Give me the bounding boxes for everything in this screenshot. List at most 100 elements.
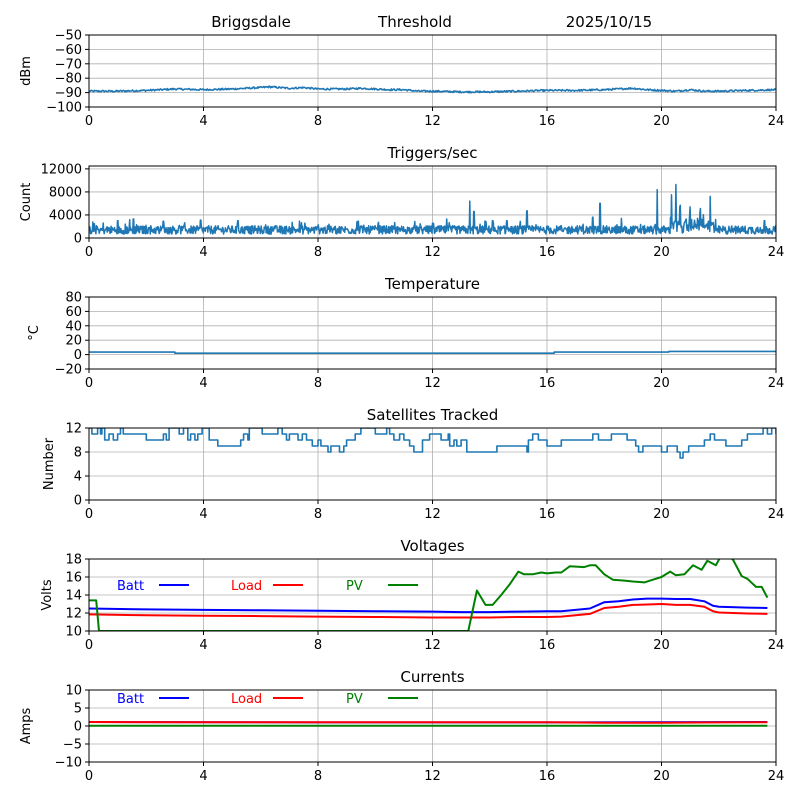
y-axis-label: Number	[42, 437, 57, 490]
header-mode: Threshold	[377, 13, 452, 31]
x-tick-label: 8	[314, 507, 322, 522]
panel-voltages: 0 4 8 12 16 20 24 10 12 14 16 18 Voltages Volts Batt Lo…	[40, 537, 784, 653]
y-tick-label: 0	[74, 348, 82, 363]
series-line-load	[89, 603, 768, 619]
panel-title: Satellites Tracked	[367, 406, 498, 424]
x-tick-label: 8	[314, 114, 322, 129]
y-tick-label: 16	[65, 571, 82, 586]
y-tick-label: −80	[55, 72, 82, 87]
x-tick-label: 16	[539, 507, 556, 522]
x-tick-label: 0	[85, 114, 93, 129]
x-tick-label: 4	[199, 376, 207, 391]
x-tick-label: 12	[424, 245, 441, 260]
x-tick-label: 24	[768, 507, 785, 522]
y-tick-label: −60	[55, 43, 82, 58]
panel-title: Voltages	[400, 537, 464, 555]
x-tick-label: 8	[314, 376, 322, 391]
x-tick-label: 16	[539, 245, 556, 260]
y-tick-label: 18	[65, 553, 82, 568]
x-tick-label: 16	[539, 769, 556, 784]
series-line-satellites	[89, 428, 776, 459]
x-tick-label: 12	[424, 769, 441, 784]
series-line-batt	[89, 597, 768, 614]
x-tick-label: 0	[85, 507, 93, 522]
series-line-triggers	[89, 183, 776, 235]
panel-title: Triggers/sec	[387, 144, 478, 162]
y-axis-label: Volts	[40, 579, 55, 611]
legend-label-load: Load	[231, 579, 262, 594]
x-tick-label: 24	[768, 114, 785, 129]
x-tick-label: 12	[424, 114, 441, 129]
x-tick-label: 12	[424, 638, 441, 653]
y-tick-label: −100	[46, 101, 82, 116]
panel-currents: 0 4 8 12 16 20 24 −10 −5 0 5 10 Currents Amps Batt Load…	[19, 668, 784, 784]
x-tick-label: 16	[539, 638, 556, 653]
x-tick-label: 4	[199, 638, 207, 653]
y-tick-label: −90	[55, 86, 82, 101]
x-tick-label: 16	[539, 114, 556, 129]
legend-label-pv: PV	[346, 579, 363, 594]
x-tick-label: 24	[768, 245, 785, 260]
y-tick-label: 8	[74, 446, 82, 461]
y-tick-label: 40	[65, 319, 82, 334]
legend-label-load: Load	[231, 692, 262, 707]
x-tick-label: 24	[768, 376, 785, 391]
plot-area-voltages	[89, 559, 769, 631]
plot-area-satellites	[89, 428, 776, 459]
x-tick-label: 20	[653, 114, 670, 129]
x-tick-label: 20	[653, 638, 670, 653]
x-tick-label: 4	[199, 507, 207, 522]
y-tick-label: −20	[55, 363, 82, 378]
x-tick-label: 20	[653, 376, 670, 391]
y-tick-label: −5	[63, 738, 82, 753]
y-tick-label: 0	[74, 494, 82, 509]
y-tick-label: 12	[65, 607, 82, 622]
y-tick-label: 4000	[49, 208, 82, 223]
panel-title: Temperature	[384, 275, 480, 293]
y-tick-label: 12000	[41, 162, 82, 177]
legend-label-pv: PV	[346, 692, 363, 707]
y-tick-label: 14	[65, 589, 82, 604]
plot-area-temperature	[89, 350, 776, 355]
figure-header: Briggsdale Threshold 2025/10/15	[211, 13, 652, 31]
plot-area-currents	[89, 721, 768, 727]
y-tick-label: 80	[65, 291, 82, 306]
header-date: 2025/10/15	[566, 13, 652, 31]
x-tick-label: 0	[85, 638, 93, 653]
y-tick-label: 10	[65, 625, 82, 640]
x-tick-label: 8	[314, 638, 322, 653]
x-tick-label: 24	[768, 638, 785, 653]
x-tick-label: 24	[768, 769, 785, 784]
series-line-rssi	[89, 85, 776, 94]
y-axis-label: dBm	[19, 56, 34, 86]
plot-area-rssi	[89, 85, 776, 94]
series-line-temperature	[89, 350, 776, 355]
y-axis-label: Count	[19, 183, 34, 222]
y-tick-label: 5	[74, 702, 82, 717]
x-tick-label: 0	[85, 245, 93, 260]
panel-satellites: 0 4 8 12 16 20 24 0 4 8 12 Satellites Tracked Number	[42, 406, 784, 522]
y-tick-label: −70	[55, 57, 82, 72]
x-tick-label: 12	[424, 507, 441, 522]
y-tick-label: 4	[74, 470, 82, 485]
x-tick-label: 12	[424, 376, 441, 391]
y-tick-label: 0	[74, 232, 82, 247]
x-tick-label: 16	[539, 376, 556, 391]
x-tick-label: 4	[199, 114, 207, 129]
panel-rssi: 0 4 8 12 16 20 24 −100−90−80−70−60−50 dBm	[19, 29, 784, 130]
panel-title: Currents	[400, 668, 464, 686]
series-line-load	[89, 721, 768, 724]
y-tick-label: −50	[55, 29, 82, 44]
x-tick-label: 8	[314, 769, 322, 784]
y-tick-label: 60	[65, 305, 82, 320]
panel-triggers: 0 4 8 12 16 20 24 0 4000 8000 12000 Triggers/sec Cou…	[19, 144, 784, 260]
x-tick-label: 0	[85, 376, 93, 391]
plot-area-triggers	[89, 183, 776, 235]
y-tick-label: −10	[55, 756, 82, 771]
y-tick-label: 12	[65, 422, 82, 437]
x-tick-label: 0	[85, 769, 93, 784]
y-axis-label: °C	[27, 325, 42, 341]
legend-label-batt: Batt	[117, 692, 144, 707]
